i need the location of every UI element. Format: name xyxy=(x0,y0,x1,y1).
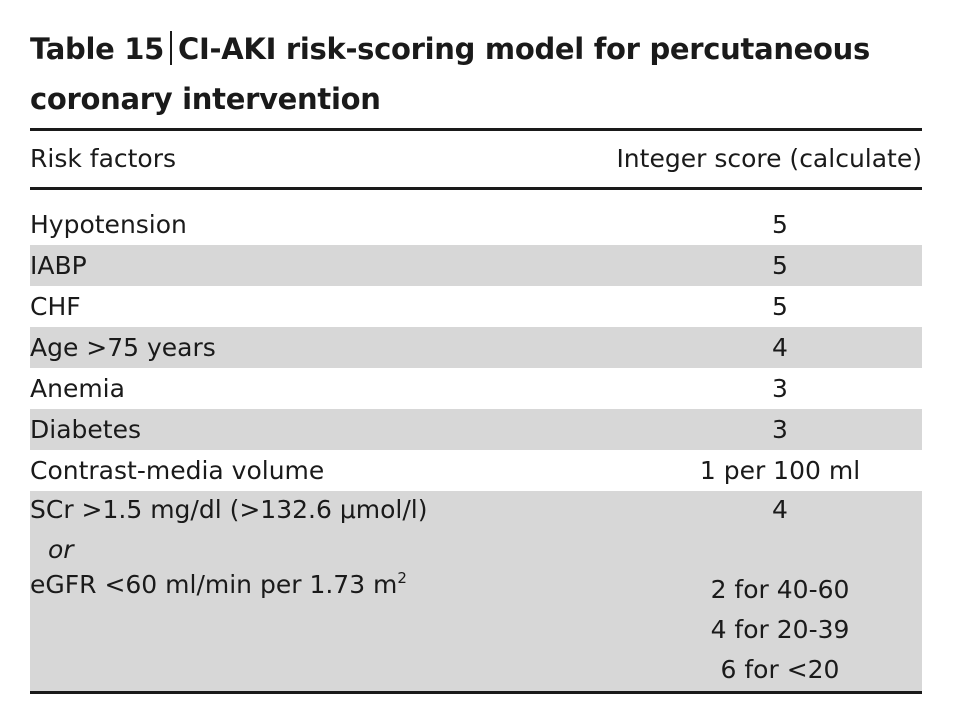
risk-factor: IABP xyxy=(30,251,87,280)
risk-factor: Hypotension xyxy=(30,210,187,239)
integer-score: 4 xyxy=(772,333,788,362)
title-line-1: Table 15 CI-AKI risk-scoring model for pe… xyxy=(30,24,910,74)
table-row: Contrast-media volume 1 per 100 ml xyxy=(30,450,922,491)
risk-factor: Contrast-media volume xyxy=(30,456,325,485)
egfr-text: eGFR <60 ml/min per 1.73 m xyxy=(30,570,398,599)
table-number: Table 15 xyxy=(30,32,165,66)
risk-score-table: Risk factors Integer score (calculate) H… xyxy=(30,128,922,694)
table-row: Age >75 years 4 xyxy=(30,327,922,368)
scr-criterion: SCr >1.5 mg/dl (>132.6 μmol/l) xyxy=(30,495,428,524)
renal-function-row: SCr >1.5 mg/dl (>132.6 μmol/l) 4 or eGFR… xyxy=(30,491,922,691)
table-row: IABP 5 xyxy=(30,245,922,286)
risk-factor: Diabetes xyxy=(30,415,141,444)
egfr-score-2: 4 for 20-39 xyxy=(710,615,850,644)
header-risk-factors: Risk factors xyxy=(30,144,177,173)
title-line-2: coronary intervention xyxy=(30,82,381,116)
scr-score: 4 xyxy=(772,495,788,524)
title-separator xyxy=(170,31,173,65)
integer-score: 3 xyxy=(772,374,788,403)
or-connector: or xyxy=(48,535,74,564)
egfr-score-1: 2 for 40-60 xyxy=(710,575,850,604)
risk-factor: CHF xyxy=(30,292,81,321)
table-row: Anemia 3 xyxy=(30,368,922,409)
table-caption: CI-AKI risk-scoring model for percutaneo… xyxy=(178,32,870,66)
egfr-criterion: eGFR <60 ml/min per 1.73 m2 xyxy=(30,569,407,599)
table-row: Diabetes 3 xyxy=(30,409,922,450)
header-rule xyxy=(30,187,922,190)
table-header-row: Risk factors Integer score (calculate) xyxy=(30,131,922,187)
integer-score: 5 xyxy=(772,210,788,239)
header-gap xyxy=(30,190,922,204)
top-rule xyxy=(30,128,922,131)
table-row: Hypotension 5 xyxy=(30,204,922,245)
risk-factor: Anemia xyxy=(30,374,125,403)
integer-score: 3 xyxy=(772,415,788,444)
header-integer-score: Integer score (calculate) xyxy=(616,144,922,173)
egfr-superscript: 2 xyxy=(397,569,407,587)
bottom-rule xyxy=(30,691,922,694)
integer-score: 5 xyxy=(772,292,788,321)
integer-score: 1 per 100 ml xyxy=(699,456,861,485)
risk-factor: Age >75 years xyxy=(30,333,216,362)
table-title: Table 15 CI-AKI risk-scoring model for pe… xyxy=(30,24,910,124)
table-row: CHF 5 xyxy=(30,286,922,327)
integer-score: 5 xyxy=(772,251,788,280)
egfr-score-3: 6 for <20 xyxy=(720,655,840,684)
